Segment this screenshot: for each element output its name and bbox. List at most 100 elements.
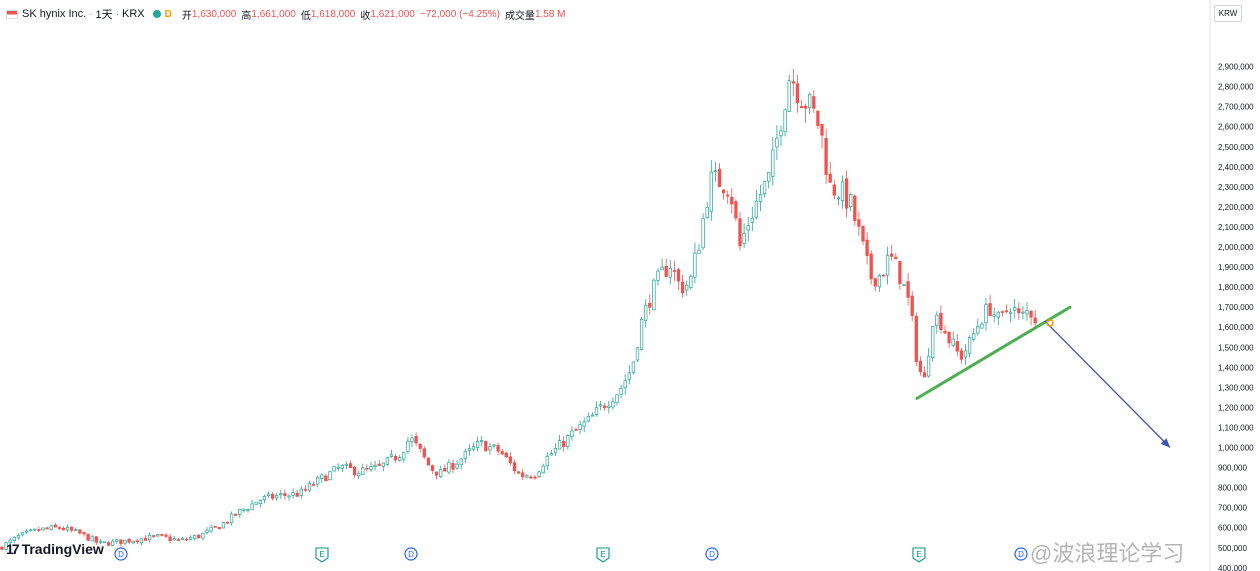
market-status-dot-icon[interactable] [152,10,161,18]
candle [1013,298,1017,319]
y-tick-label: 1,400,000 [1218,363,1254,372]
candle [225,521,230,525]
y-tick-label: 1,800,000 [1218,283,1254,292]
candle [242,508,246,513]
candle [147,532,152,543]
candle [799,100,804,109]
candle [492,443,496,449]
candle [82,532,86,537]
candle [713,161,718,182]
candle [90,534,94,542]
watermark: @波浪理论学习 [1030,541,1185,566]
svg-text:D: D [1018,550,1024,559]
candle [598,400,603,411]
candle [217,527,221,530]
price-axis[interactable]: 400,000 500,000 600,000 700,000 800,000 900,0… [1218,63,1254,571]
y-tick-label: 2,900,000 [1218,63,1254,72]
candle [258,499,262,508]
candle [672,260,677,282]
currency-button[interactable]: KRW [1214,5,1242,22]
candle [512,459,517,474]
projection-arrow-line[interactable] [1044,320,1171,448]
candle [352,466,357,478]
candle [381,462,385,472]
y-tick-label: 1,600,000 [1218,323,1254,332]
candle [570,426,574,441]
candle [127,537,131,545]
high-label: 高 [241,10,252,22]
candle [844,170,849,218]
candle [955,334,959,357]
candle [754,189,759,220]
y-tick-label: 600,000 [1218,524,1247,533]
candle [266,491,271,499]
candle [143,535,148,541]
candle [545,452,549,470]
candle [418,443,422,453]
candle [516,470,521,474]
y-tick-label: 1,200,000 [1218,403,1254,412]
earnings-marker-icon[interactable]: E [596,547,610,563]
y-tick-label: 400,000 [1218,564,1247,571]
y-tick-label: 2,400,000 [1218,163,1254,172]
earnings-marker-icon[interactable]: E [315,547,329,563]
candle [29,528,33,532]
candle [37,526,41,533]
candle [213,525,217,528]
brand-name: TradingView [21,541,104,557]
tradingview-logo[interactable]: 17 TradingView [6,541,104,557]
candle [574,427,578,431]
y-tick-label: 2,500,000 [1218,143,1254,152]
candle [939,305,943,334]
candle [603,402,607,411]
candle [410,434,414,448]
support-trendline[interactable] [915,305,1072,400]
candle [541,463,545,474]
candle [824,128,828,184]
symbol-name[interactable]: SK hynix Inc. [22,8,87,20]
candle [205,527,209,535]
candle [762,181,767,198]
candle [188,535,193,541]
candle [627,365,631,385]
candle [275,492,279,501]
y-tick-label: 2,000,000 [1218,243,1254,252]
earnings-marker-icon[interactable]: E [912,547,926,563]
low-label: 低 [300,10,311,22]
candle [430,464,435,474]
candle [795,74,800,113]
dividend-marker-icon[interactable]: D [404,547,418,561]
dividend-marker-icon[interactable]: D [705,547,719,561]
candle [156,533,160,538]
candle [246,508,250,513]
candle [709,160,713,221]
candle [537,470,541,479]
candle [139,538,144,546]
candle [98,538,103,545]
dividend-marker-icon[interactable]: D [114,547,128,561]
candle [287,494,291,501]
volume-label: 成交量 [504,10,535,22]
candle [849,192,853,212]
candle [685,280,689,296]
candle [898,260,902,290]
candle [307,480,312,493]
candle [976,318,980,337]
candle [373,460,377,471]
candle [721,189,726,200]
candle [250,499,254,510]
candle [984,297,988,331]
candle [340,463,344,473]
candle [86,533,90,541]
candle [152,534,156,538]
y-tick-label: 500,000 [1218,544,1247,553]
candle [385,457,390,466]
data-type-badge[interactable]: D [164,8,172,20]
dividend-marker-icon[interactable]: D [1014,547,1028,561]
candle [4,541,8,552]
candle [902,283,906,286]
candle [434,471,439,480]
interval-label[interactable]: 1天 [95,9,113,21]
